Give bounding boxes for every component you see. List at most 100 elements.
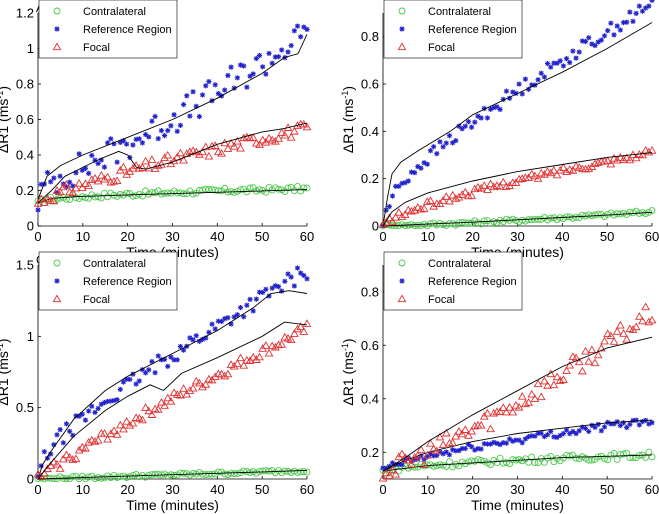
data-point <box>214 468 222 476</box>
data-point <box>169 388 179 396</box>
data-point <box>562 167 571 176</box>
data-point <box>124 141 130 147</box>
data-point <box>474 219 482 227</box>
data-point <box>464 431 473 439</box>
data-point <box>260 64 266 70</box>
data-point <box>388 217 397 226</box>
data-point <box>391 212 401 221</box>
legend-marker <box>398 7 406 15</box>
data-point <box>256 186 263 194</box>
data-point <box>109 426 119 435</box>
data-point <box>549 165 559 174</box>
data-point <box>141 156 150 165</box>
data-point <box>619 155 628 163</box>
legend-marker <box>54 26 60 32</box>
data-point <box>303 468 311 476</box>
data-point <box>615 153 625 161</box>
data-point <box>476 183 486 192</box>
fit-line <box>37 122 308 204</box>
data-point <box>476 420 486 429</box>
data-point <box>275 185 282 193</box>
data-point <box>636 422 642 428</box>
x-tick-label: 10 <box>421 482 435 497</box>
data-point <box>103 172 112 181</box>
data-point <box>469 124 475 130</box>
data-point <box>255 352 264 361</box>
data-point <box>44 169 51 176</box>
series-focal <box>378 146 657 228</box>
data-point <box>280 130 290 139</box>
data-point <box>130 142 136 148</box>
data-point <box>646 3 652 9</box>
fit-line <box>37 34 308 200</box>
data-point <box>112 430 122 438</box>
legend-label: Focal <box>83 42 110 54</box>
data-point <box>429 201 439 210</box>
data-point <box>614 23 620 29</box>
data-point <box>217 149 226 157</box>
data-point <box>590 358 600 367</box>
y-tick-label: 0 <box>27 472 34 487</box>
y-tick-label: 0.6 <box>361 338 379 353</box>
data-point <box>592 42 598 49</box>
data-point <box>486 179 495 188</box>
data-point <box>33 199 43 207</box>
data-point <box>97 474 105 482</box>
data-point <box>241 314 247 320</box>
data-point <box>146 134 152 140</box>
data-point <box>52 459 62 468</box>
data-point <box>547 453 555 460</box>
data-point <box>116 190 124 198</box>
data-point <box>641 302 651 311</box>
data-point <box>201 380 211 388</box>
data-point <box>57 173 63 179</box>
data-point <box>590 159 600 167</box>
x-tick-label: 20 <box>465 229 479 244</box>
data-point <box>196 113 202 120</box>
data-point <box>177 343 184 350</box>
data-point <box>92 409 98 416</box>
legend-label: Reference Region <box>428 276 517 288</box>
data-point <box>68 188 78 196</box>
data-point <box>138 192 146 200</box>
data-point <box>633 10 639 17</box>
data-point <box>209 321 215 327</box>
data-point <box>451 194 461 202</box>
data-point <box>538 70 544 76</box>
y-tick-label: 1 <box>27 41 34 56</box>
data-point <box>212 82 218 88</box>
data-point <box>414 221 422 229</box>
legend-label: Reference Region <box>83 24 172 36</box>
data-point <box>168 123 174 129</box>
data-point <box>422 450 432 459</box>
data-point <box>136 378 142 384</box>
data-point <box>229 141 239 150</box>
data-point <box>557 58 563 64</box>
data-point <box>566 452 574 460</box>
data-point <box>603 329 613 337</box>
data-point <box>478 446 484 452</box>
data-point <box>388 465 397 474</box>
legend-label: Focal <box>83 294 110 306</box>
data-point <box>503 440 510 446</box>
data-point <box>157 159 166 168</box>
x-tick-label: 20 <box>465 482 479 497</box>
data-point <box>95 160 101 167</box>
data-point <box>533 379 543 388</box>
data-point <box>483 185 492 193</box>
legend-marker <box>53 7 61 15</box>
legend: Contralateral Reference Region Focal <box>383 0 523 59</box>
data-point <box>456 448 462 454</box>
legend-label: Contralateral <box>83 6 146 18</box>
data-point <box>63 195 70 203</box>
y-tick-label: 0.6 <box>361 77 379 92</box>
x-tick-label: 40 <box>210 229 224 244</box>
data-point <box>446 452 453 458</box>
data-point <box>519 91 525 97</box>
data-point <box>84 437 94 446</box>
data-point <box>247 73 253 79</box>
data-point <box>220 371 230 380</box>
data-point <box>240 467 248 475</box>
data-point <box>527 389 537 398</box>
data-point <box>233 470 241 478</box>
